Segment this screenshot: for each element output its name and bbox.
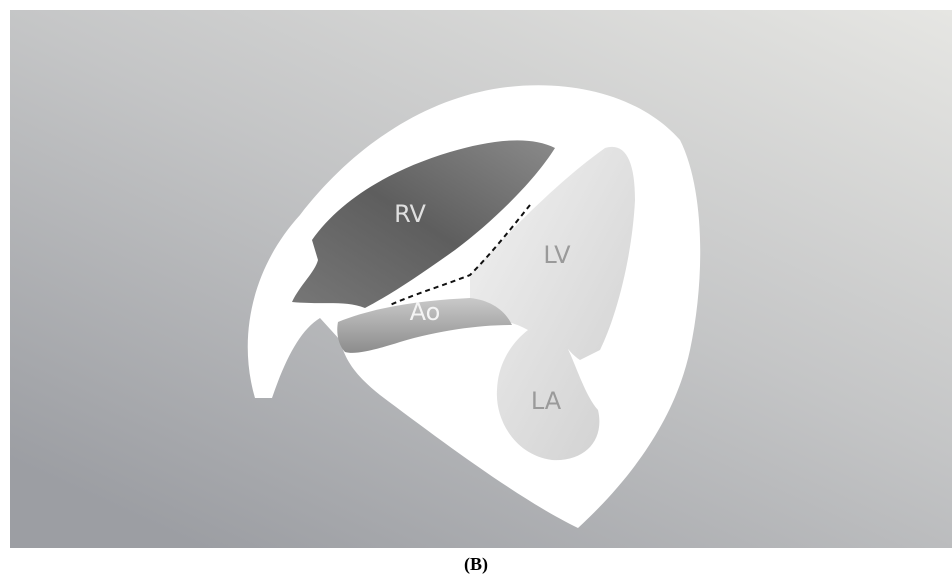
figure: RV LV Ao LA (B) bbox=[0, 0, 952, 581]
label-rv: RV bbox=[394, 200, 426, 228]
label-la: LA bbox=[531, 387, 562, 415]
label-lv: LV bbox=[543, 241, 571, 269]
caption: (B) bbox=[464, 554, 488, 575]
label-ao: Ao bbox=[410, 298, 441, 326]
page: RV LV Ao LA (B) (() => { const data = JS… bbox=[0, 0, 952, 581]
